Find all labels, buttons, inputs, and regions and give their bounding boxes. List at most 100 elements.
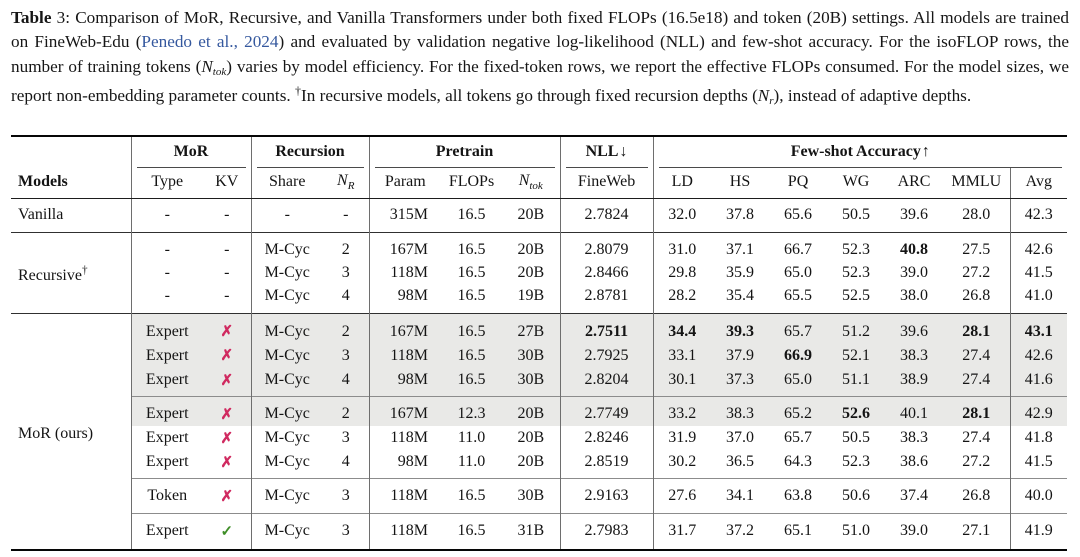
table-cell: M-Cyc [264, 264, 310, 281]
table-cell: 37.1 [711, 231, 770, 262]
table-cell: 98M [369, 367, 442, 397]
col-group-nll: NLL↓ [560, 135, 654, 168]
table-cell: 2.7824 [560, 198, 654, 233]
col-header-type: Type [131, 167, 203, 199]
table-cell: M-Cyc [251, 231, 323, 262]
cross-icon: ✗ [220, 430, 234, 447]
cross-icon: ✗ [220, 488, 234, 505]
cross-icon: ✗ [220, 454, 234, 471]
table-cell: 38.3 [885, 343, 944, 368]
group-header-row: MoR Recursion Pretrain NLL↓ Few-shot Acc… [11, 135, 1067, 168]
table-cell: 65.0 [769, 367, 828, 397]
table-cell: 32.0 [668, 205, 697, 223]
table-cell: 30B [502, 477, 561, 514]
table-cell: 118M [390, 264, 429, 281]
citation-link[interactable]: Penedo et al., 2024 [141, 32, 279, 52]
col-group-recursion: Recursion [251, 135, 370, 168]
table-cell: - [164, 205, 170, 223]
col-header-arc: ARC [885, 167, 944, 199]
group-label-nll: NLL [585, 142, 619, 160]
col-header-param: Param [369, 167, 442, 199]
caption-label: Table [11, 8, 52, 27]
table-cell: 52.5 [842, 287, 871, 305]
table-cell: 38.6 [900, 453, 929, 471]
table-cell: M-Cyc [264, 287, 310, 305]
table-cell: 16.5 [457, 205, 486, 223]
table-cell: 35.4 [726, 287, 755, 305]
table-cell: 2.8519 [560, 450, 654, 479]
table-cell: 118M [369, 343, 442, 368]
table-cell: 52.3 [827, 231, 886, 262]
table-cell: 39.3 [711, 313, 770, 344]
table-cell: 38.3 [900, 429, 929, 447]
table-cell: 2 [323, 231, 370, 262]
col-header-flops: FLOPs [441, 167, 503, 199]
table-cell: 65.7 [784, 429, 813, 447]
table-cell: 38.3 [711, 395, 770, 427]
nr-sub: R [347, 179, 355, 192]
table-row: Expert ✓ M-Cyc 3 118M 16.5 31B 2.7983 31.7 37.2 65… [11, 512, 1068, 550]
kv-cell: ✗ [203, 395, 252, 427]
col-header-models: Models [11, 167, 132, 199]
table-cell: 52.3 [842, 264, 871, 281]
table-cell: 40.1 [885, 395, 944, 427]
table-cell: 65.7 [769, 313, 828, 344]
table-cell: 52.1 [827, 343, 886, 368]
table-cell: 38.9 [885, 367, 944, 397]
table-cell: 39.6 [885, 313, 944, 344]
table-cell: Expert [131, 395, 203, 427]
table-cell: 26.8 [943, 284, 1011, 314]
table-cell: 11.0 [457, 453, 486, 471]
caption-text-2: ) and evaluated by validation negative l… [11, 32, 1069, 76]
table-row: Token ✗ M-Cyc 3 118M 16.5 30B 2.9163 27.6 34.1 63.… [11, 477, 1068, 514]
table-cell: 40.8 [885, 231, 944, 262]
col-header-avg: Avg [1010, 167, 1068, 199]
table-cell: Token [131, 477, 203, 514]
table-cell: 31.9 [668, 429, 697, 447]
table-row: MoR (ours) Expert ✗ M-Cyc 2 167M 16.5 27B 2.7511… [11, 313, 1068, 550]
table-caption: Table 3: Comparison of MoR, Recursive, a… [11, 6, 1069, 114]
table-cell: 28.1 [943, 313, 1011, 344]
math-nr-sub: r [769, 95, 774, 108]
column-header-row: Models Type KV Share NR Param FLOPs Ntok… [11, 167, 1068, 199]
table-cell: - [284, 205, 290, 223]
table-cell: 41.9 [1010, 512, 1068, 550]
ntok-base: N [518, 171, 530, 189]
table-cell: 65.1 [769, 512, 828, 550]
col-header-wg: WG [827, 167, 886, 199]
ntok-sub: tok [529, 179, 543, 192]
caption-text-1: Comparison of MoR, Recursive, and Vanill… [11, 8, 1069, 52]
math-ntok-base: N [201, 56, 213, 76]
table-cell: 27.1 [943, 512, 1011, 550]
dagger-icon: † [294, 83, 301, 98]
nr-base: N [337, 171, 348, 189]
table-cell: 167M [369, 313, 442, 344]
table-cell: 27.2 [943, 261, 1011, 285]
table-cell: Expert [131, 313, 203, 344]
table-cell: 30.1 [653, 367, 712, 397]
check-icon: ✓ [220, 523, 234, 540]
kv-cell: ✗ [203, 426, 252, 451]
kv-cell: ✗ [203, 313, 252, 344]
table-cell: 27.4 [943, 367, 1011, 397]
table-cell: 4 [323, 367, 370, 397]
col-header-nr: NR [323, 167, 370, 199]
table-cell: 27.4 [943, 343, 1011, 368]
col-header-ld: LD [653, 167, 712, 199]
dagger-icon: † [81, 264, 88, 277]
table-cell: - [164, 287, 170, 305]
group-label-pretrain: Pretrain [435, 142, 494, 160]
table-row: Expert ✗ M-Cyc 3 118M 16.5 30B 2.7925 33.1 37.9 66… [11, 343, 1068, 368]
table-cell: 2 [323, 313, 370, 344]
table-cell: 34.1 [711, 477, 770, 514]
col-group-fewshot: Few-shot Accuracy↑ [653, 136, 1067, 168]
caption-number: 3: [51, 8, 76, 27]
table-cell: 2.7983 [560, 512, 654, 550]
table-cell: - [131, 231, 203, 262]
table-cell: - [203, 198, 252, 233]
table-cell: 27.5 [943, 231, 1011, 262]
table-cell: 26.8 [943, 477, 1011, 514]
col-group-mor: MoR [131, 135, 252, 168]
table-cell: 31.7 [653, 512, 712, 550]
kv-cell: ✗ [203, 367, 252, 397]
